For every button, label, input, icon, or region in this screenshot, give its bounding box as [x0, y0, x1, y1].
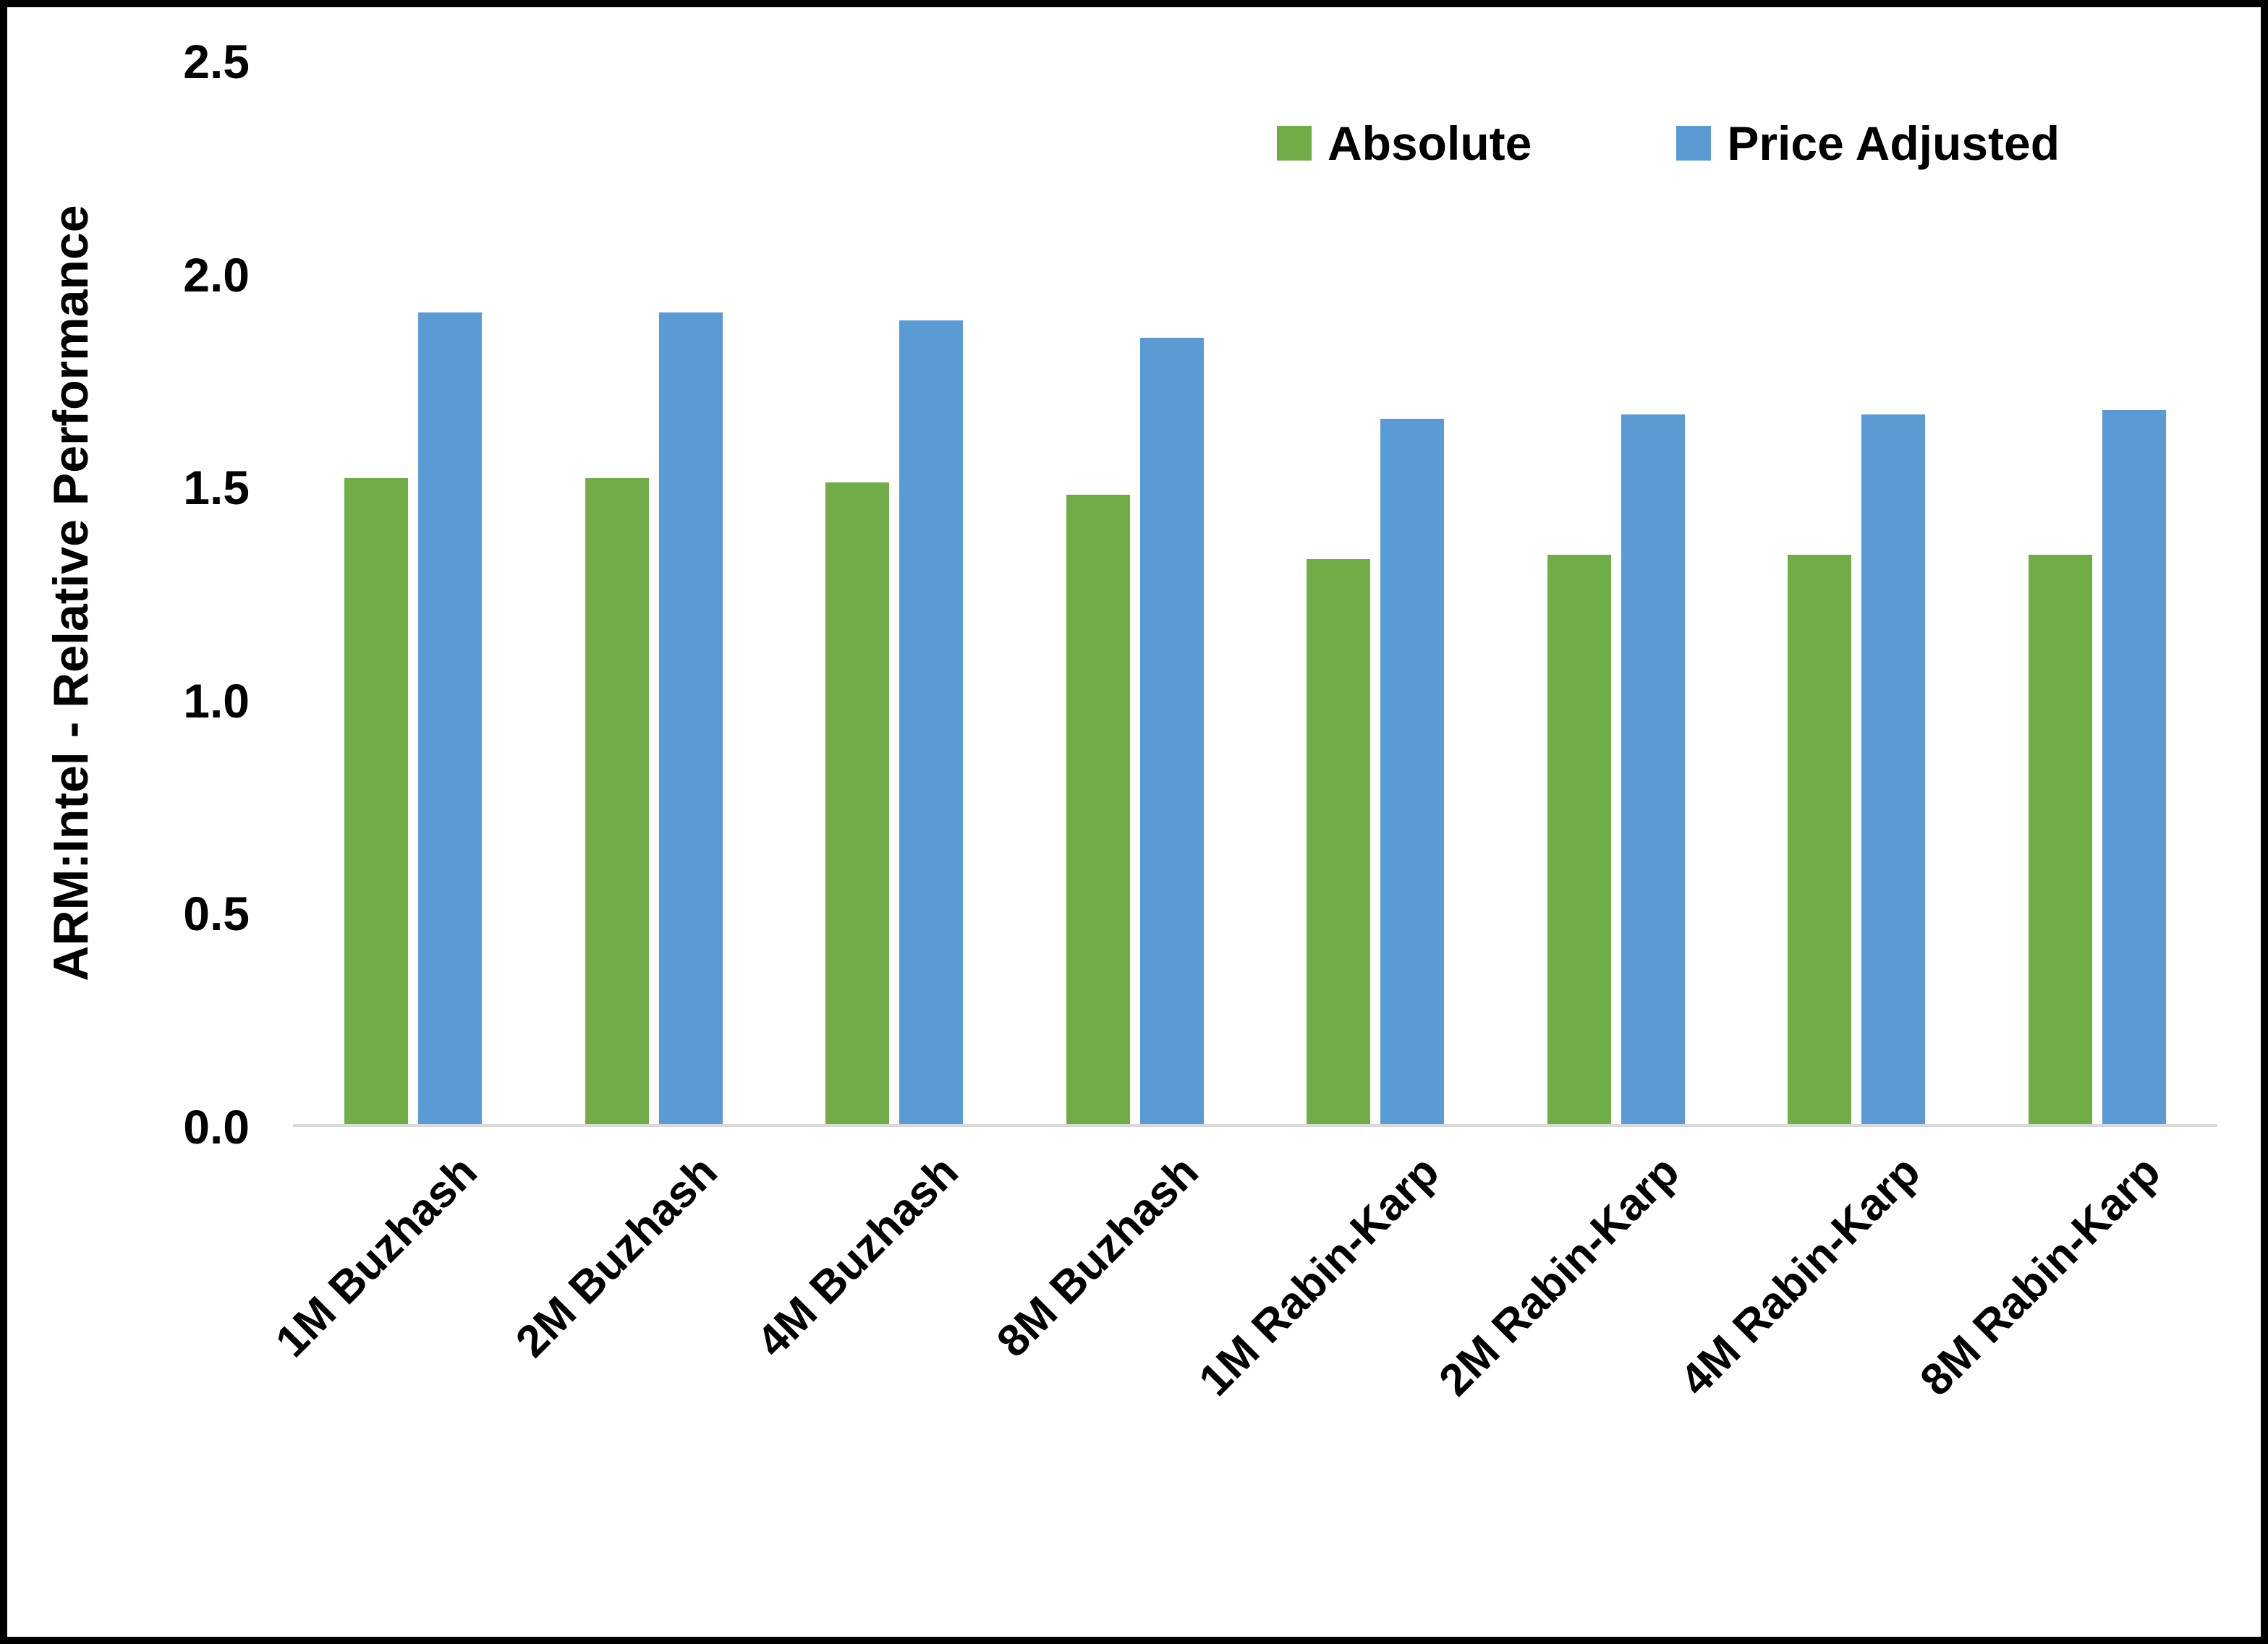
y-axis-title: ARM:Intel - Relative Performance	[43, 205, 98, 981]
category-group-4m-rabin-karp	[1736, 61, 1977, 1124]
y-tick-label: 0.0	[183, 1100, 250, 1154]
category-group-8m-rabin-karp	[1977, 61, 2218, 1124]
y-tick-label: 1.5	[183, 461, 250, 515]
legend-item-absolute: Absolute	[1277, 116, 1532, 171]
x-axis-category-labels: 1M Buzhash 2M Buzhash 4M Buzhash 8M Buzhash…	[266, 1136, 2218, 1584]
category-group-2m-buzhash	[534, 61, 775, 1124]
bar-absolute-2m-buzhash	[585, 477, 649, 1124]
category-group-4m-buzhash	[774, 61, 1015, 1124]
legend-label: Price Adjusted	[1727, 116, 2060, 170]
bar-price-adjusted-4m-rabin-karp	[1861, 414, 1926, 1124]
plot-area	[293, 61, 2217, 1127]
x-category-label: 8M Buzhash	[988, 1146, 1208, 1367]
x-category-label: 4M Buzhash	[747, 1146, 968, 1367]
bar-price-adjusted-2m-buzhash	[658, 312, 723, 1124]
bar-absolute-4m-buzhash	[825, 482, 890, 1124]
bar-absolute-1m-rabin-karp	[1307, 558, 1371, 1124]
bar-price-adjusted-2m-rabin-karp	[1621, 414, 1685, 1124]
bar-absolute-8m-buzhash	[1066, 495, 1130, 1124]
bar-absolute-4m-rabin-karp	[1788, 554, 1852, 1124]
x-label-cell: 2M Buzhash	[506, 1136, 775, 1584]
x-label-cell: 1M Buzhash	[266, 1136, 534, 1584]
y-tick-label: 0.5	[183, 887, 250, 941]
bar-absolute-2m-rabin-karp	[1547, 554, 1611, 1124]
bar-price-adjusted-8m-rabin-karp	[2102, 409, 2166, 1124]
y-tick-label: 2.0	[183, 247, 250, 302]
y-axis-tick-labels: 0.0 0.5 1.0 1.5 2.0 2.5	[116, 38, 250, 1151]
legend-swatch-price-adjusted	[1676, 126, 1712, 161]
x-label-cell: 8M Rabin-Karp	[1911, 1136, 2218, 1584]
bar-absolute-1m-buzhash	[344, 477, 409, 1124]
bar-absolute-8m-rabin-karp	[2028, 554, 2092, 1124]
category-group-2m-rabin-karp	[1496, 61, 1737, 1124]
bar-price-adjusted-4m-buzhash	[899, 320, 964, 1124]
legend: Absolute Price Adjusted	[1277, 116, 2060, 171]
y-tick-label: 1.0	[183, 673, 250, 728]
category-group-1m-rabin-karp	[1255, 61, 1496, 1124]
x-label-cell: 4M Buzhash	[747, 1136, 1015, 1584]
y-tick-label: 2.5	[183, 35, 250, 88]
x-category-label: 1M Buzhash	[266, 1146, 487, 1367]
bar-price-adjusted-8m-buzhash	[1139, 337, 1204, 1124]
category-group-8m-buzhash	[1015, 61, 1256, 1124]
x-category-label: 2M Buzhash	[506, 1146, 727, 1367]
category-group-1m-buzhash	[293, 61, 534, 1124]
legend-item-price-adjusted: Price Adjusted	[1676, 116, 2060, 171]
legend-swatch-absolute	[1277, 126, 1312, 161]
bar-price-adjusted-1m-rabin-karp	[1380, 418, 1445, 1124]
bar-price-adjusted-1m-buzhash	[418, 312, 483, 1124]
legend-label: Absolute	[1328, 116, 1532, 170]
